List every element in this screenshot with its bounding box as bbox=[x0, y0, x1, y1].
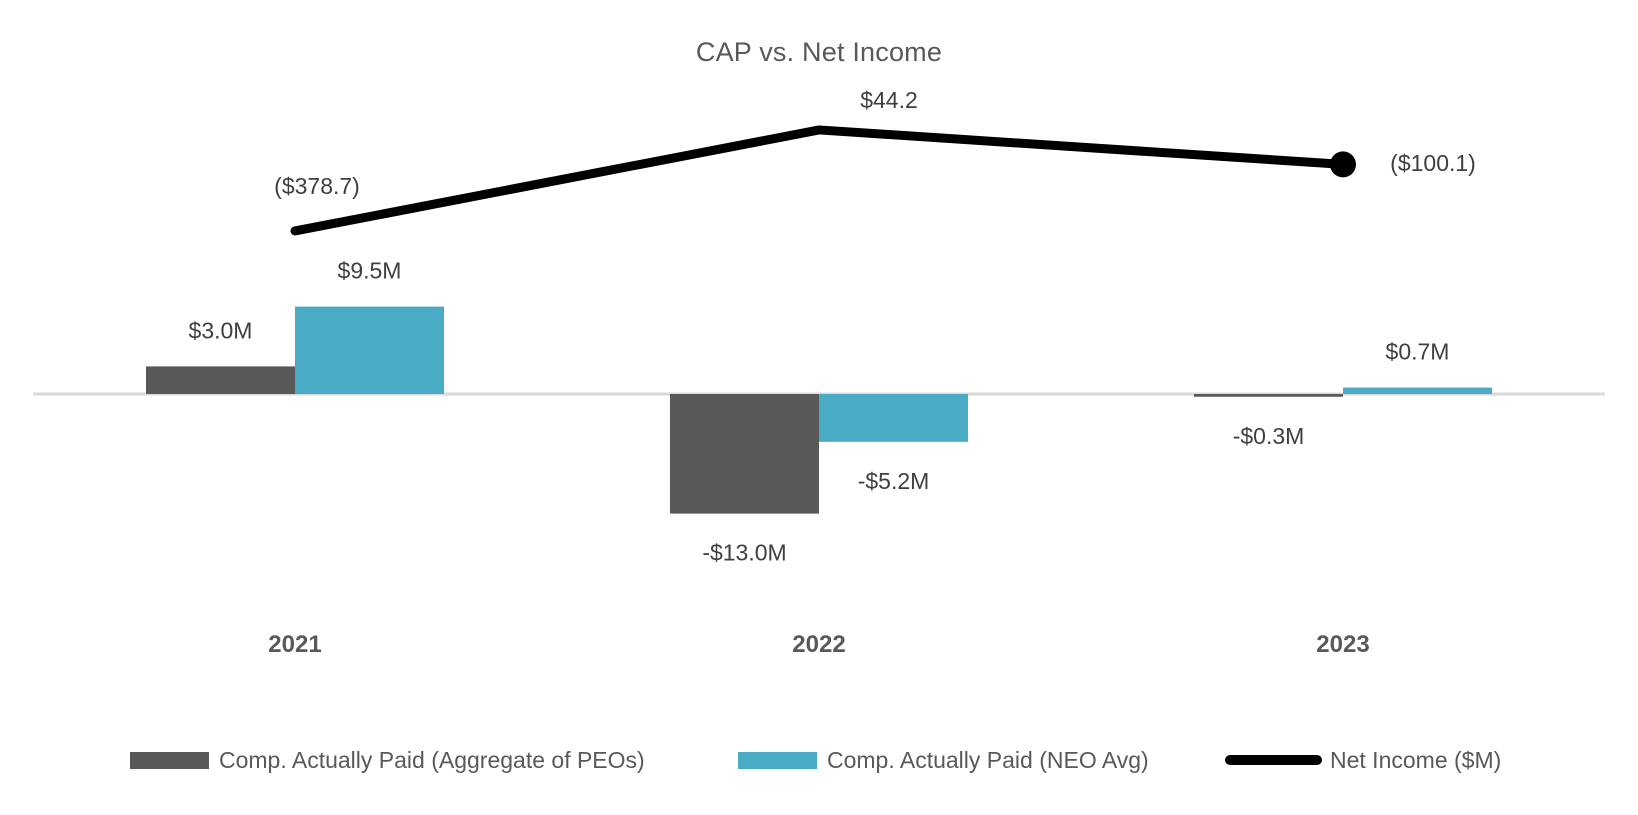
x-axis-label-2021: 2021 bbox=[268, 631, 321, 658]
legend-label-cap-neo-avg: Comp. Actually Paid (NEO Avg) bbox=[827, 746, 1149, 773]
legend-item-cap-aggregate-peo[interactable]: Comp. Actually Paid (Aggregate of PEOs) bbox=[130, 744, 645, 776]
legend-swatch-cap-neo-avg-icon bbox=[738, 751, 817, 769]
bar-label-cap-neo-avg-2022: -$5.2M bbox=[858, 468, 930, 494]
x-axis-label-2022: 2022 bbox=[792, 631, 845, 658]
legend-swatch-cap-aggregate-peo-icon bbox=[130, 751, 209, 769]
legend-label-cap-aggregate-peo: Comp. Actually Paid (Aggregate of PEOs) bbox=[219, 746, 645, 773]
line-label-net-income-2022: $44.2 bbox=[860, 87, 918, 113]
legend-label-net-income: Net Income ($M) bbox=[1330, 746, 1502, 773]
legend: Comp. Actually Paid (Aggregate of PEOs) … bbox=[0, 744, 1638, 776]
bar-cap-aggregate-peo-2023[interactable] bbox=[1194, 394, 1343, 397]
net-income-line[interactable] bbox=[290, 125, 1348, 236]
bar-cap-neo-avg-2023[interactable] bbox=[1343, 387, 1492, 394]
bar-cap-neo-avg-2021[interactable] bbox=[295, 306, 444, 394]
line-label-net-income-2023: ($100.1) bbox=[1390, 150, 1476, 176]
bar-cap-neo-avg-2022[interactable] bbox=[819, 394, 968, 442]
bar-label-cap-neo-avg-2021: $9.5M bbox=[338, 258, 402, 284]
bar-cap-aggregate-peo-2021[interactable] bbox=[146, 366, 295, 394]
legend-line-swatch-net-income-icon bbox=[1225, 755, 1322, 765]
bar-label-cap-neo-avg-2023: $0.7M bbox=[1386, 339, 1450, 365]
legend-item-cap-neo-avg[interactable]: Comp. Actually Paid (NEO Avg) bbox=[738, 744, 1149, 776]
chart-title: CAP vs. Net Income bbox=[695, 37, 943, 67]
x-axis-label-2023: 2023 bbox=[1316, 631, 1369, 658]
bar-label-cap-aggregate-peo-2022: -$13.0M bbox=[702, 540, 786, 566]
bar-label-cap-aggregate-peo-2023: -$0.3M bbox=[1233, 423, 1305, 449]
net-income-end-marker[interactable] bbox=[1330, 151, 1356, 178]
line-label-net-income-2021: ($378.7) bbox=[274, 173, 360, 199]
bar-cap-aggregate-peo-2022[interactable] bbox=[670, 394, 819, 514]
bar-label-cap-aggregate-peo-2021: $3.0M bbox=[189, 317, 253, 343]
legend-item-net-income[interactable]: Net Income ($M) bbox=[1225, 744, 1501, 776]
